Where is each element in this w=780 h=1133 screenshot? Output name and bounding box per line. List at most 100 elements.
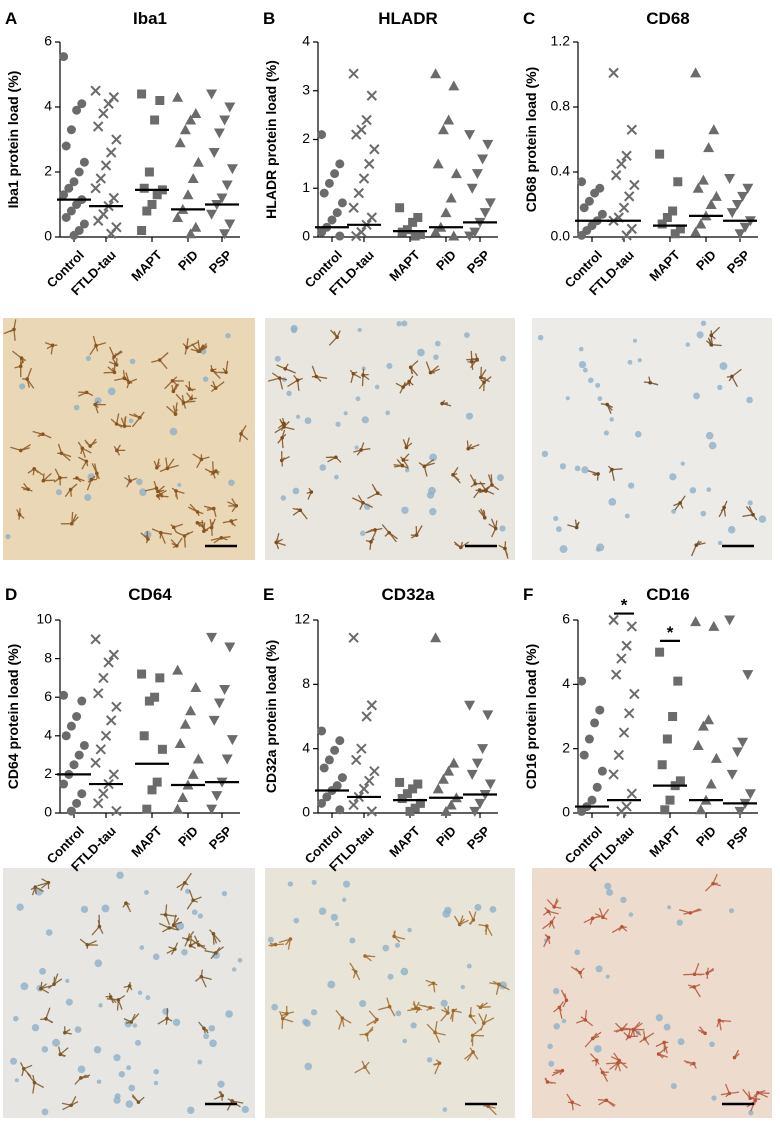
stained-cell: [393, 458, 409, 469]
data-point: [105, 228, 117, 239]
data-point: [92, 798, 104, 809]
data-point: [595, 705, 605, 715]
nucleus: [318, 907, 327, 915]
nucleus: [136, 478, 143, 486]
nucleus: [465, 412, 474, 420]
nucleus: [132, 1023, 138, 1028]
chart-title: CD64: [128, 585, 172, 604]
stained-soma: [17, 512, 22, 517]
nucleus: [706, 487, 712, 493]
y-tick-label: 2: [302, 130, 310, 146]
nucleus: [197, 1059, 203, 1065]
nucleus: [98, 1003, 103, 1008]
x-tick-label: MAPT: [646, 247, 683, 284]
nucleus: [401, 320, 408, 327]
data-point: [206, 804, 218, 815]
stained-cell: [14, 356, 24, 378]
data-point: [477, 744, 489, 755]
stained-cell: [159, 457, 179, 473]
nucleus: [680, 461, 685, 466]
stained-cell: [560, 989, 568, 1008]
chart-title: CD32a: [382, 585, 435, 604]
data-point: [59, 190, 69, 200]
stained-cell: [189, 935, 200, 949]
data-point: [213, 698, 225, 709]
data-point: [221, 754, 233, 765]
data-point: [103, 98, 114, 109]
stained-soma: [590, 1036, 595, 1041]
stained-cell: [72, 477, 85, 483]
data-point: [618, 202, 630, 213]
stained-soma: [171, 923, 176, 927]
nucleus: [386, 362, 393, 370]
stained-cell: [489, 980, 510, 995]
stained-cell: [718, 500, 728, 518]
data-point: [590, 718, 600, 728]
nucleus: [700, 320, 707, 327]
stained-soma: [170, 379, 175, 383]
y-tick-label: 0: [302, 228, 310, 244]
stained-soma: [401, 385, 405, 389]
stained-soma: [129, 1020, 134, 1024]
stained-cell: [176, 872, 192, 891]
data-point: [98, 788, 109, 799]
stained-soma: [709, 333, 714, 338]
nucleus: [16, 903, 24, 911]
data-point: [353, 187, 365, 199]
stained-cell: [12, 350, 27, 364]
nucleus: [396, 321, 402, 327]
nucleus: [208, 1024, 216, 1032]
data-point: [697, 720, 709, 731]
stained-soma: [709, 342, 713, 347]
data-point: [742, 183, 754, 194]
data-point: [690, 67, 702, 78]
data-point: [152, 777, 162, 787]
x-tick-label: PiD: [175, 247, 201, 273]
stained-soma: [19, 448, 23, 453]
data-point: [72, 105, 82, 115]
stained-cell: [74, 1074, 91, 1085]
stained-soma: [211, 931, 216, 936]
data-point: [577, 806, 587, 816]
stained-cell: [19, 1062, 33, 1077]
stained-cell: [679, 908, 702, 915]
stained-cell: [192, 453, 210, 469]
stained-soma: [578, 970, 582, 975]
data-point: [369, 144, 380, 155]
stained-soma: [748, 1096, 752, 1101]
stained-soma: [493, 526, 498, 531]
x-tick-label: PSP: [206, 247, 235, 276]
stained-soma: [88, 444, 92, 448]
data-point: [448, 80, 460, 91]
stained-cell: [181, 392, 197, 406]
stained-soma: [361, 501, 365, 505]
nucleus: [343, 880, 351, 888]
stained-cell: [239, 425, 249, 443]
data-point: [608, 769, 619, 780]
stained-cell: [480, 366, 490, 383]
stained-soma: [314, 374, 319, 379]
nucleus: [290, 326, 298, 334]
x-tick-label: PiD: [433, 823, 459, 849]
stained-soma: [112, 355, 116, 359]
stained-cell: [209, 929, 221, 945]
data-point: [464, 130, 476, 141]
stained-soma: [165, 1016, 169, 1021]
data-point: [348, 632, 359, 643]
data-point: [670, 229, 680, 239]
stained-soma: [97, 924, 102, 929]
data-point: [690, 616, 702, 627]
data-point: [731, 747, 743, 758]
data-point: [608, 67, 619, 79]
stained-cell: [658, 1046, 669, 1059]
stained-cell: [151, 528, 172, 544]
y-tick-label: 0: [44, 804, 52, 820]
data-point: [673, 676, 683, 686]
x-tick-label: PSP: [206, 823, 235, 852]
nucleus: [293, 917, 300, 924]
stained-cell: [210, 364, 221, 379]
stained-cell: [123, 981, 133, 993]
nucleus: [139, 488, 147, 496]
nucleus: [574, 949, 581, 956]
